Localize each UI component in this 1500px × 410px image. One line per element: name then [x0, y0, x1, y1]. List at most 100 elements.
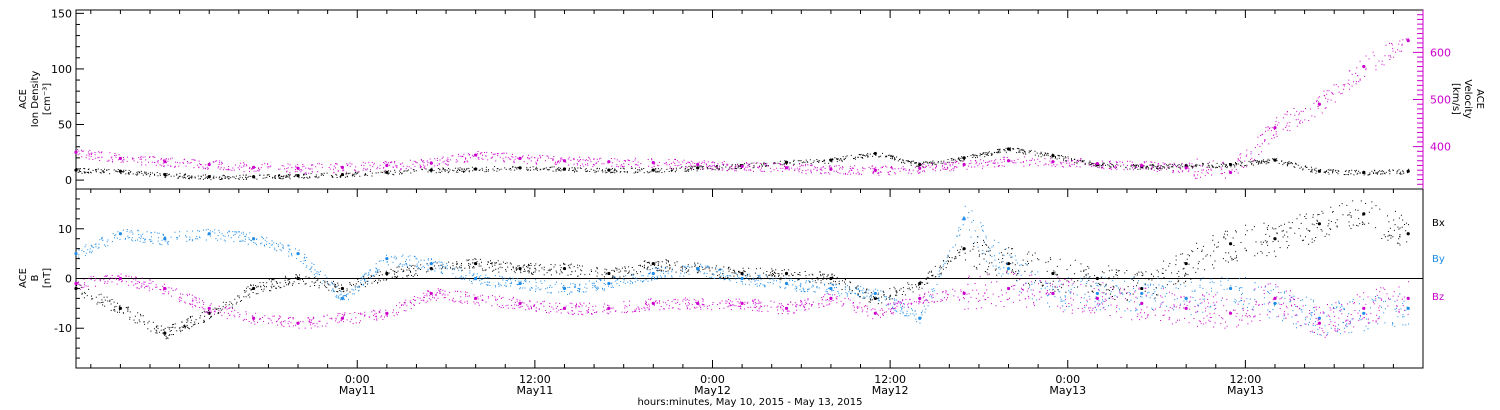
data-point [696, 166, 700, 170]
bottom-panel-plot [74, 200, 1423, 340]
data-point [118, 276, 123, 281]
data-point [340, 296, 345, 300]
bottom-ylabel-line-3: [nT] [42, 268, 53, 288]
data-point [1362, 306, 1366, 310]
data-point [118, 169, 123, 173]
top-series-ion-density [74, 147, 1410, 181]
top-ytick-label: 0 [65, 174, 72, 187]
data-point [1273, 296, 1277, 300]
data-point [1006, 286, 1011, 291]
series-bx [74, 200, 1410, 340]
data-point [607, 271, 611, 276]
data-point [1095, 296, 1099, 300]
data-point [518, 301, 522, 305]
top-right-ylabel: ACE Velocity [km/s] [1450, 79, 1485, 118]
velocity-ylabel-line-1: ACE [1474, 89, 1485, 109]
data-point [962, 156, 966, 160]
top-panel-plot [74, 37, 1410, 181]
bottom-ylabel-line-2: B [30, 274, 41, 281]
data-point [1051, 271, 1055, 276]
xtick-time-label: 12:00 [1230, 373, 1262, 386]
data-point [651, 161, 655, 165]
data-point [74, 150, 78, 154]
data-point [1095, 276, 1099, 281]
scatter-cloud [76, 37, 1409, 180]
data-point [118, 232, 123, 236]
scatter-cloud [76, 147, 1410, 181]
top-left-ylabel: ACE Ion Density [cm⁻³] [18, 71, 53, 128]
xtick-date-label: May13 [1049, 384, 1086, 397]
data-point [1184, 296, 1188, 300]
xtick-date-label: May11 [339, 384, 376, 397]
top-ytick-label: 50 [58, 119, 72, 132]
xtick-time-label: 12:00 [874, 373, 906, 386]
data-point [651, 271, 655, 276]
data-point [829, 296, 833, 300]
xtick-date-label: May13 [1227, 384, 1264, 397]
data-point [385, 311, 389, 315]
axis-ticks: 050100150400500600-100100:00May1112:00Ma… [51, 7, 1451, 397]
data-point [873, 296, 877, 300]
data-point [1095, 161, 1099, 166]
data-point [740, 301, 744, 305]
data-point [207, 232, 211, 236]
bottom-ytick-label: 10 [58, 223, 72, 236]
data-point [1317, 169, 1321, 173]
data-point [1317, 222, 1321, 226]
legend-bx: Bx [1432, 218, 1445, 229]
xtick-date-label: May11 [516, 384, 553, 397]
top-ytick-label: 100 [51, 63, 72, 76]
data-point [207, 306, 211, 310]
velocity-tick-label: 500 [1430, 94, 1451, 107]
data-point [163, 237, 167, 241]
top-ytick-label: 150 [51, 7, 72, 20]
data-point [829, 167, 833, 171]
data-point [207, 162, 211, 167]
legend-by: By [1432, 254, 1445, 265]
data-point [1317, 102, 1321, 106]
data-point [1228, 242, 1233, 246]
data-point [607, 281, 611, 286]
data-point [696, 266, 700, 271]
data-point [1140, 301, 1144, 305]
bottom-left-ylabel: ACE B [nT] [18, 268, 53, 288]
xtick-time-label: 0:00 [345, 373, 370, 386]
data-point [1051, 291, 1055, 296]
data-point [1006, 266, 1011, 271]
data-point [1406, 232, 1410, 236]
data-point [1362, 311, 1366, 315]
data-point [1228, 170, 1233, 175]
top-series-velocity [74, 37, 1410, 180]
scatter-cloud [76, 200, 1410, 340]
top-ylabel-line-1: ACE [18, 89, 29, 109]
data-point [1273, 301, 1277, 305]
data-point [1184, 306, 1188, 310]
data-point [1051, 154, 1055, 158]
velocity-tick-label: 400 [1430, 141, 1451, 154]
data-point [562, 286, 567, 291]
series-by [74, 205, 1410, 336]
data-point [784, 306, 789, 310]
data-point [385, 170, 389, 174]
data-point [740, 164, 744, 168]
xtick-date-label: May12 [872, 384, 909, 397]
data-point [518, 156, 522, 160]
data-point [1362, 212, 1366, 216]
data-point [118, 306, 123, 310]
data-point [607, 306, 611, 310]
velocity-ylabel-line-2: Velocity [1462, 79, 1473, 118]
xtick-date-label: May12 [694, 384, 731, 397]
data-point [740, 276, 744, 281]
data-point [829, 276, 833, 281]
xtick-time-label: 0:00 [700, 373, 725, 386]
data-point [696, 162, 700, 167]
bottom-ytick-label: -10 [54, 322, 72, 335]
data-point [1406, 169, 1410, 173]
data-point [962, 217, 966, 221]
data-point [873, 151, 877, 156]
data-point [1362, 64, 1366, 69]
data-point [518, 281, 522, 286]
data-point [385, 257, 389, 261]
legend-bz: Bz [1432, 292, 1444, 303]
